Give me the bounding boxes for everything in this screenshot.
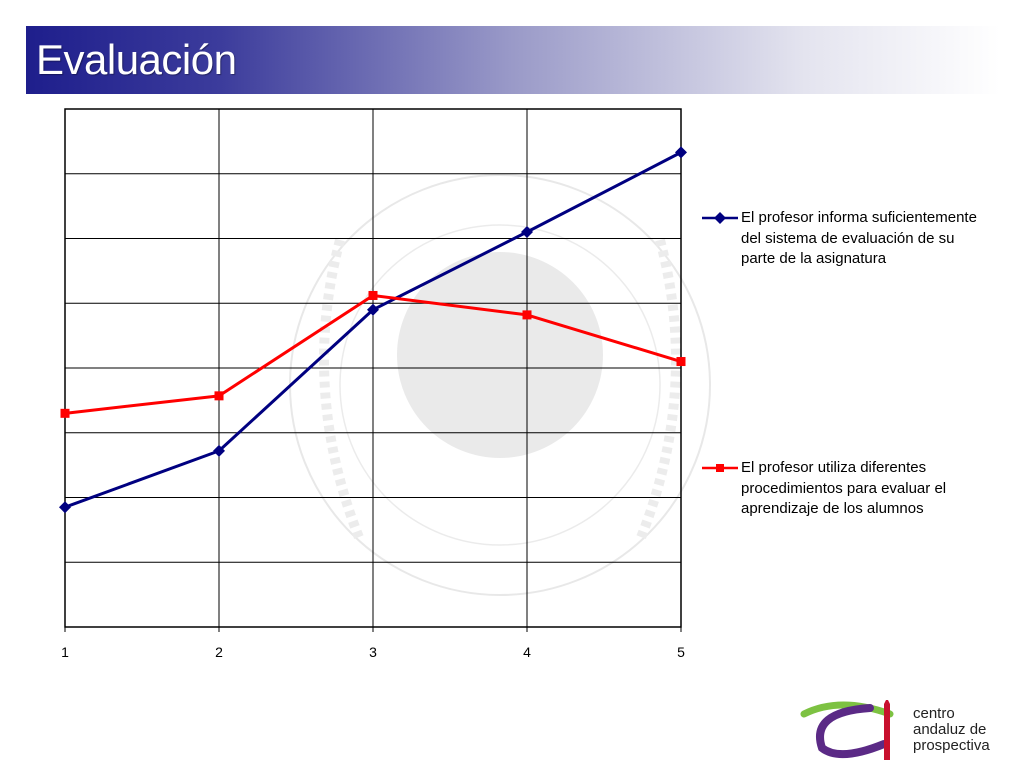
- title-bar: Evaluación: [26, 26, 1000, 94]
- legend-swatch-series-1: [702, 212, 738, 224]
- grid-lines: [65, 109, 681, 627]
- series-markers: [59, 146, 687, 514]
- line-chart: 1 2 3 4 5: [59, 108, 711, 660]
- logo-text: centro andaluz de prospectiva: [913, 706, 990, 754]
- data-point-series-2: [60, 408, 70, 418]
- data-point-series-2: [214, 391, 224, 401]
- x-axis: 1 2 3 4 5: [61, 627, 685, 660]
- data-point-series-2: [368, 290, 378, 300]
- x-tick-label: 1: [61, 644, 69, 660]
- logo-green-arc: [800, 701, 894, 718]
- x-tick-label: 3: [369, 644, 377, 660]
- centro-andaluz-logo: [800, 700, 894, 760]
- legend-swatch-series-2: [702, 464, 738, 472]
- logo-line-2: andaluz de: [913, 721, 987, 738]
- data-point-series-1: [521, 226, 533, 239]
- slide-title: Evaluación: [36, 36, 237, 83]
- seal-wreath-left: [319, 238, 365, 542]
- data-point-series-2: [676, 357, 686, 367]
- data-point-series-1: [367, 303, 379, 316]
- logo-line-1: centro: [913, 705, 955, 722]
- data-point-series-1: [675, 146, 687, 159]
- logo-line-3: prospectiva: [913, 737, 990, 754]
- data-point-series-1: [59, 501, 71, 514]
- data-point-series-1: [213, 444, 225, 457]
- logo-purple-arc: [816, 704, 888, 759]
- x-tick-label: 4: [523, 644, 531, 660]
- data-point-series-2: [522, 310, 532, 320]
- x-tick-label: 5: [677, 644, 685, 660]
- seal-inner-ring: [339, 224, 661, 546]
- logo-red-tower: [884, 704, 890, 760]
- x-tick-label: 2: [215, 644, 223, 660]
- legend-label-series-2: El profesor utiliza diferentes procedimi…: [741, 459, 947, 517]
- seal-wreath-right: [635, 238, 681, 542]
- logo-tower-spire: [884, 700, 890, 704]
- legend-label-series-1: El profesor informa suficientemente del …: [741, 209, 977, 267]
